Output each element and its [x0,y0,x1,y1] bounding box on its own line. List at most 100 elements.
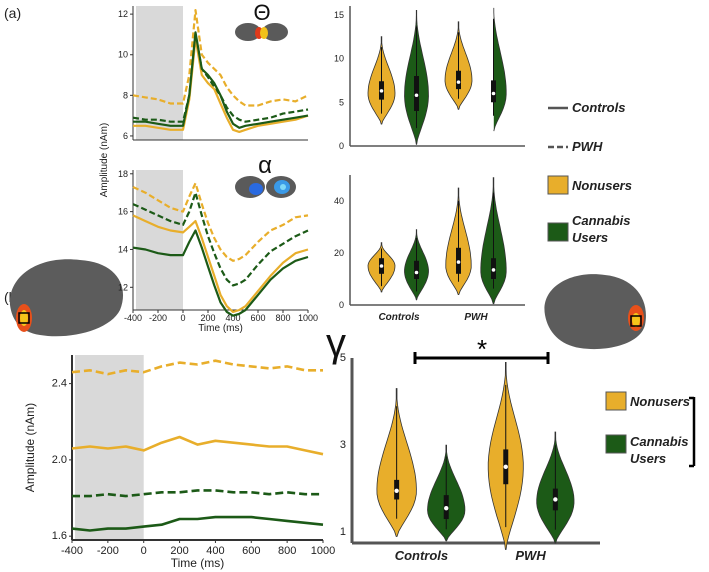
series-line-nonusers-controls [132,214,309,313]
y-tick-label: 14 [118,244,128,254]
gamma-symbol: γ [326,321,346,365]
brain-theta-icon: Θ [235,0,288,41]
alpha-symbol: α [258,152,272,179]
x-axis-label: Time (ms) [171,556,225,570]
y-tick-label: 12 [118,9,128,19]
x-tick-label: 600 [242,545,260,557]
y-tick-label: 20 [334,248,344,258]
x-tick-label: 1000 [311,545,335,557]
violin-median-dot [414,270,419,275]
y-tick-label: 10 [118,50,128,60]
x-tick-label: 0 [141,545,147,557]
legend-cannabis-label-1: Cannabis [572,213,631,228]
violin-median-dot [456,260,461,264]
violin-median-dot [444,505,449,511]
violin-median-dot [503,464,508,470]
gamma-violin-chart: 1 3 5 Controls PWH [340,352,600,563]
series-line-nonusers-pwh [132,182,309,262]
group-significance-bracket: * [413,334,550,364]
theta-timeseries-chart: 6 8 10 12 [118,6,309,141]
y-tick-label: 5 [340,352,346,364]
y-tick-label: 5 [339,97,344,107]
legend-pwh-label: PWH [572,139,603,154]
y-tick-label: 40 [334,196,344,206]
gamma-timeseries-chart: 1.6 2.0 2.4 -400 -200 0 200 400 600 800 1000 Time (… [23,355,335,570]
x-tick-label: 800 [278,545,296,557]
group-significance-star: * [477,334,487,364]
series-line-cannabis-users-controls [132,229,309,317]
category-label-controls: Controls [395,548,448,563]
legend-cannabis-swatch [547,222,569,242]
x-tick-label: 1000 [298,313,318,323]
x-tick-label: -200 [97,545,119,557]
violin-iqr-box [491,80,496,103]
y-axis-label: Amplitude (nAm) [23,403,37,492]
x-tick-label: 400 [206,545,224,557]
violin-iqr-box [414,260,419,279]
series-line-nonusers-pwh [132,9,309,107]
x-tick-label: 800 [275,313,290,323]
alpha-timeseries-chart: 12 14 16 18 -400 -200 0 200 400 600 800 1000 Time (m… [99,123,318,334]
category-label-pwh: PWH [464,312,488,323]
x-tick-label: -400 [61,545,83,557]
baseline-shade [136,6,183,140]
category-label-pwh: PWH [515,548,546,563]
theta-violin-chart: 0 5 10 15 [334,6,525,151]
y-tick-label: 3 [340,439,346,451]
series-line-nonusers-pwh [71,359,323,376]
y-tick-label: 0 [339,300,344,310]
series-line-nonusers-controls [133,37,309,133]
legend-nonusers-swatch [547,175,569,195]
violin-median-dot [491,268,496,272]
x-axis-label: Time (ms) [198,323,243,334]
legend-nonusers-label: Nonusers [572,178,632,193]
theta-symbol: Θ [253,0,270,25]
x-tick-label: 200 [200,313,215,323]
x-tick-label: 200 [170,545,188,557]
violin-cannabis-users-pwh [493,7,507,132]
series-line-cannabis-users-controls [71,515,324,532]
x-tick-label: 400 [225,313,240,323]
brain-alpha-icon: α [235,152,296,198]
series-line-cannabis-users-controls [133,31,309,129]
legend-bottom-cannabis-label-1: Cannabis [630,434,689,449]
category-label-controls: Controls [378,312,420,323]
x-tick-label: 0 [180,313,185,323]
y-tick-label: 16 [118,207,128,217]
violin-median-dot [379,264,384,268]
x-tick-label: 600 [250,313,265,323]
y-tick-label: 0 [339,141,344,151]
series-line-cannabis-users-pwh [132,191,309,287]
y-tick-label: 15 [334,10,344,20]
legend-controls-label: Controls [572,100,625,115]
legend-bottom: Nonusers Cannabis Users ** [605,391,709,468]
series-line-nonusers-controls [71,435,324,456]
series-line-cannabis-users-pwh [72,489,323,498]
legend-top: Controls PWH Nonusers Cannabis Users [547,100,632,245]
x-tick-label: -400 [124,313,142,323]
violin-iqr-box [456,70,461,90]
y-tick-label: 8 [123,90,128,100]
violin-median-dot [553,497,558,502]
legend-bottom-nonusers-label: Nonusers [630,394,690,409]
y-tick-label: 10 [334,54,344,64]
y-tick-label: 12 [118,282,128,292]
y-tick-label: 1.6 [52,530,67,542]
legend-cannabis-label-2: Users [572,230,608,245]
y-tick-label: 2.0 [52,454,67,466]
violin-median-dot [456,80,461,84]
legend-bottom-nonusers-swatch [605,391,627,411]
brain-left-gamma-icon [9,259,124,337]
legend-bottom-cannabis-swatch [605,434,627,454]
panel-label-a: (a) [4,5,21,21]
violin-median-dot [414,93,419,98]
brain-right-gamma-icon [544,274,646,350]
violin-median-dot [491,91,496,96]
y-tick-label: 18 [118,169,128,179]
y-tick-label: 6 [123,131,128,141]
alpha-violin-chart: 0 20 40 Controls PWH [334,175,525,323]
violin-median-dot [394,488,399,493]
y-axis-label: Amplitude (nAm) [99,123,110,197]
violin-median-dot [379,89,384,93]
